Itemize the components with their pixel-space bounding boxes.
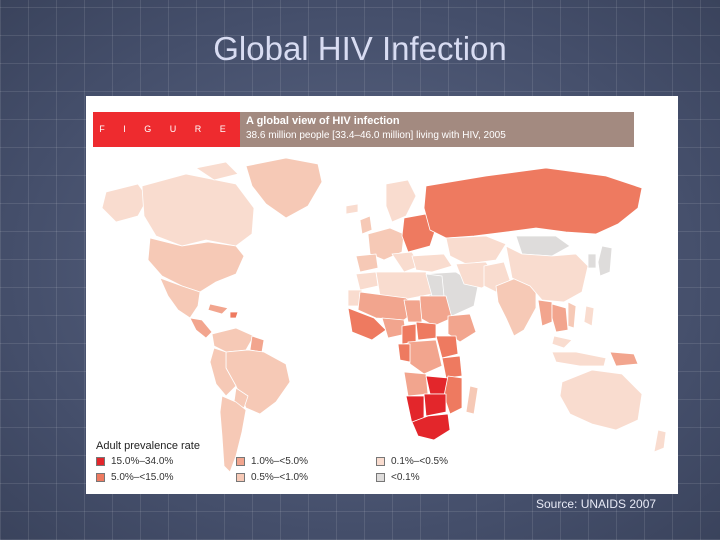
region-central-america xyxy=(189,317,213,339)
region-malawi-mozambique xyxy=(443,375,463,415)
region-thailand-cambodia xyxy=(551,303,569,333)
region-ethiopia-somalia xyxy=(447,313,477,343)
region-tanzania xyxy=(441,355,463,379)
region-alaska xyxy=(101,183,149,223)
region-central-african-rep xyxy=(415,321,437,341)
region-arctic-islands xyxy=(195,161,239,181)
region-turkey-caucasus xyxy=(411,253,453,273)
region-uganda-kenya xyxy=(435,335,459,359)
region-drc xyxy=(407,339,443,375)
region-iceland xyxy=(345,203,359,215)
region-cameroon xyxy=(401,323,417,345)
region-iberia xyxy=(355,253,379,273)
region-uk xyxy=(359,215,373,235)
region-chad xyxy=(403,299,423,323)
legend: Adult prevalence rate 15.0%–34.0% 5.0%–<… xyxy=(96,440,516,490)
region-vietnam xyxy=(567,301,577,329)
region-caribbean xyxy=(207,303,229,315)
region-morocco xyxy=(355,271,379,291)
region-kazakhstan xyxy=(445,235,507,265)
region-korea xyxy=(587,253,597,269)
region-greenland xyxy=(245,157,323,219)
figure-header: F I G U R E 2 . 4 A global view of HIV i… xyxy=(93,112,634,169)
region-angola xyxy=(403,371,429,397)
region-peru-bolivia xyxy=(209,347,237,397)
region-australia xyxy=(559,369,643,431)
region-colombia-venezuela xyxy=(211,327,255,353)
region-madagascar xyxy=(465,385,479,415)
legend-label: 0.1%–<0.5% xyxy=(391,456,448,467)
legend-label: 5.0%–<15.0% xyxy=(111,472,174,483)
region-west-africa xyxy=(347,307,387,341)
legend-swatch xyxy=(96,457,105,466)
region-gabon-congo xyxy=(397,343,411,363)
region-new-zealand xyxy=(653,429,667,453)
region-south-africa xyxy=(411,413,451,441)
region-papua-new-guinea xyxy=(609,351,639,367)
region-sudan xyxy=(419,295,453,327)
world-map xyxy=(101,157,667,473)
legend-title: Adult prevalence rate xyxy=(96,440,200,452)
region-guyana xyxy=(249,335,265,353)
region-mongolia xyxy=(515,235,571,257)
legend-label: 1.0%–<5.0% xyxy=(251,456,308,467)
figure-number-label: F I G U R E 2 . 4 xyxy=(93,112,240,169)
legend-swatch xyxy=(236,457,245,466)
region-argentina-chile xyxy=(219,395,247,473)
region-malaysia xyxy=(551,335,573,349)
region-canada xyxy=(141,173,255,247)
region-china xyxy=(505,245,589,303)
legend-label: <0.1% xyxy=(391,472,420,483)
slide-title: Global HIV Infection xyxy=(213,30,507,67)
legend-swatch xyxy=(376,457,385,466)
region-algeria-libya xyxy=(375,271,433,301)
legend-swatch xyxy=(96,473,105,482)
map-figure: F I G U R E 2 . 4 A global view of HIV i… xyxy=(86,96,678,494)
region-philippines xyxy=(583,305,595,327)
region-russia xyxy=(423,167,643,239)
legend-swatch xyxy=(236,473,245,482)
region-botswana-zimbabwe xyxy=(423,393,447,417)
figure-caption: A global view of HIV infection 38.6 mill… xyxy=(240,112,634,147)
source-credit: Source: UNAIDS 2007 xyxy=(536,497,657,511)
region-india xyxy=(495,277,537,337)
legend-label: 0.5%–<1.0% xyxy=(251,472,308,483)
region-scandinavia xyxy=(385,179,417,223)
region-mexico xyxy=(159,277,201,319)
region-japan xyxy=(597,245,613,277)
figure-title: A global view of HIV infection xyxy=(246,115,400,127)
region-usa xyxy=(147,237,245,293)
region-indonesia xyxy=(551,351,607,367)
legend-label: 15.0%–34.0% xyxy=(111,456,174,467)
region-myanmar xyxy=(537,299,553,327)
figure-subtitle: 38.6 million people [33.4–46.0 million] … xyxy=(246,130,506,141)
region-haiti xyxy=(229,311,239,319)
region-western-europe xyxy=(367,227,405,261)
legend-swatch xyxy=(376,473,385,482)
